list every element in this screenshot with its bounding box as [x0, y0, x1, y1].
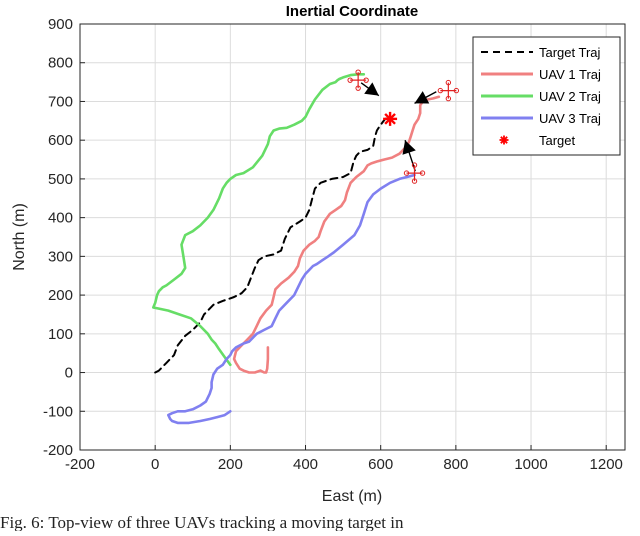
x-tick-label: 800 — [443, 456, 468, 473]
uav-rotor — [437, 87, 444, 94]
y-axis-label: North (m) — [11, 203, 28, 271]
y-tick-label: 900 — [48, 16, 73, 33]
y-tick-label: 100 — [48, 326, 73, 343]
uav-marker — [347, 69, 369, 91]
y-tick-label: 400 — [48, 210, 73, 227]
uav-marker — [403, 162, 426, 184]
y-tick-label: 500 — [48, 171, 73, 188]
legend-label-target-traj: Target Traj — [539, 45, 601, 60]
y-tick-label: -200 — [43, 442, 73, 459]
x-tick-label: 1000 — [514, 456, 547, 473]
uav-rotor — [445, 79, 452, 86]
legend-label-uav-1-traj: UAV 1 Traj — [539, 67, 601, 82]
figure-caption: Fig. 6: Top-view of three UAVs tracking … — [0, 513, 404, 531]
uav-rotor — [419, 170, 426, 176]
y-tick-label: 800 — [48, 55, 73, 72]
legend: Target Traj UAV 1 Traj UAV 2 Traj UAV 3 Tra… — [472, 36, 621, 156]
asterisk-stroke — [384, 113, 396, 125]
heading-arrow-head — [364, 82, 379, 96]
y-tick-label: 700 — [48, 93, 73, 110]
uav-rotor — [355, 69, 361, 75]
heading-arrow-head — [414, 91, 430, 104]
x-axis-label: East (m) — [322, 488, 382, 505]
series-group — [152, 73, 441, 425]
target-marker — [383, 111, 398, 126]
uav-rotor — [403, 170, 410, 176]
y-tick-label: 200 — [48, 287, 73, 304]
y-tick-label: 600 — [48, 132, 73, 149]
legend-label-uav-3-traj: UAV 3 Traj — [539, 111, 601, 126]
y-tick-label: -100 — [43, 403, 73, 420]
x-tick-label: 0 — [151, 456, 159, 473]
chart-title: Inertial Coordinate — [286, 3, 419, 20]
asterisk-stroke — [500, 136, 508, 144]
uav-rotor — [347, 77, 353, 83]
legend-label-target: Target — [539, 133, 576, 148]
uav-rotor — [363, 77, 369, 83]
uav-rotor — [453, 87, 460, 94]
x-tick-label: 1200 — [590, 456, 623, 473]
legend-label-uav-2-traj: UAV 2 Traj — [539, 89, 601, 104]
y-tick-label: 0 — [65, 365, 73, 382]
plot-frame — [79, 23, 626, 451]
uav-rotor — [355, 85, 361, 91]
series-line-uav-2-traj — [152, 73, 366, 367]
marker-group — [347, 69, 460, 184]
heading-arrow-head — [402, 140, 416, 155]
x-tick-label: -200 — [65, 456, 95, 473]
series-line-uav-1-traj — [232, 95, 441, 374]
uav-rotor — [411, 162, 418, 168]
uav-marker — [437, 79, 460, 102]
uav-rotor — [445, 95, 452, 102]
uav-rotor — [411, 178, 418, 184]
tick-labels: -200 0 200 400 600 800 1000 1200 -200 -100 0 100 200… — [43, 16, 623, 473]
x-tick-label: 600 — [368, 456, 393, 473]
legend-swatch-target — [499, 135, 509, 145]
series-line-uav-3-traj — [167, 173, 416, 425]
x-tick-label: 400 — [293, 456, 318, 473]
x-tick-label: 200 — [218, 456, 243, 473]
y-tick-label: 300 — [48, 248, 73, 265]
